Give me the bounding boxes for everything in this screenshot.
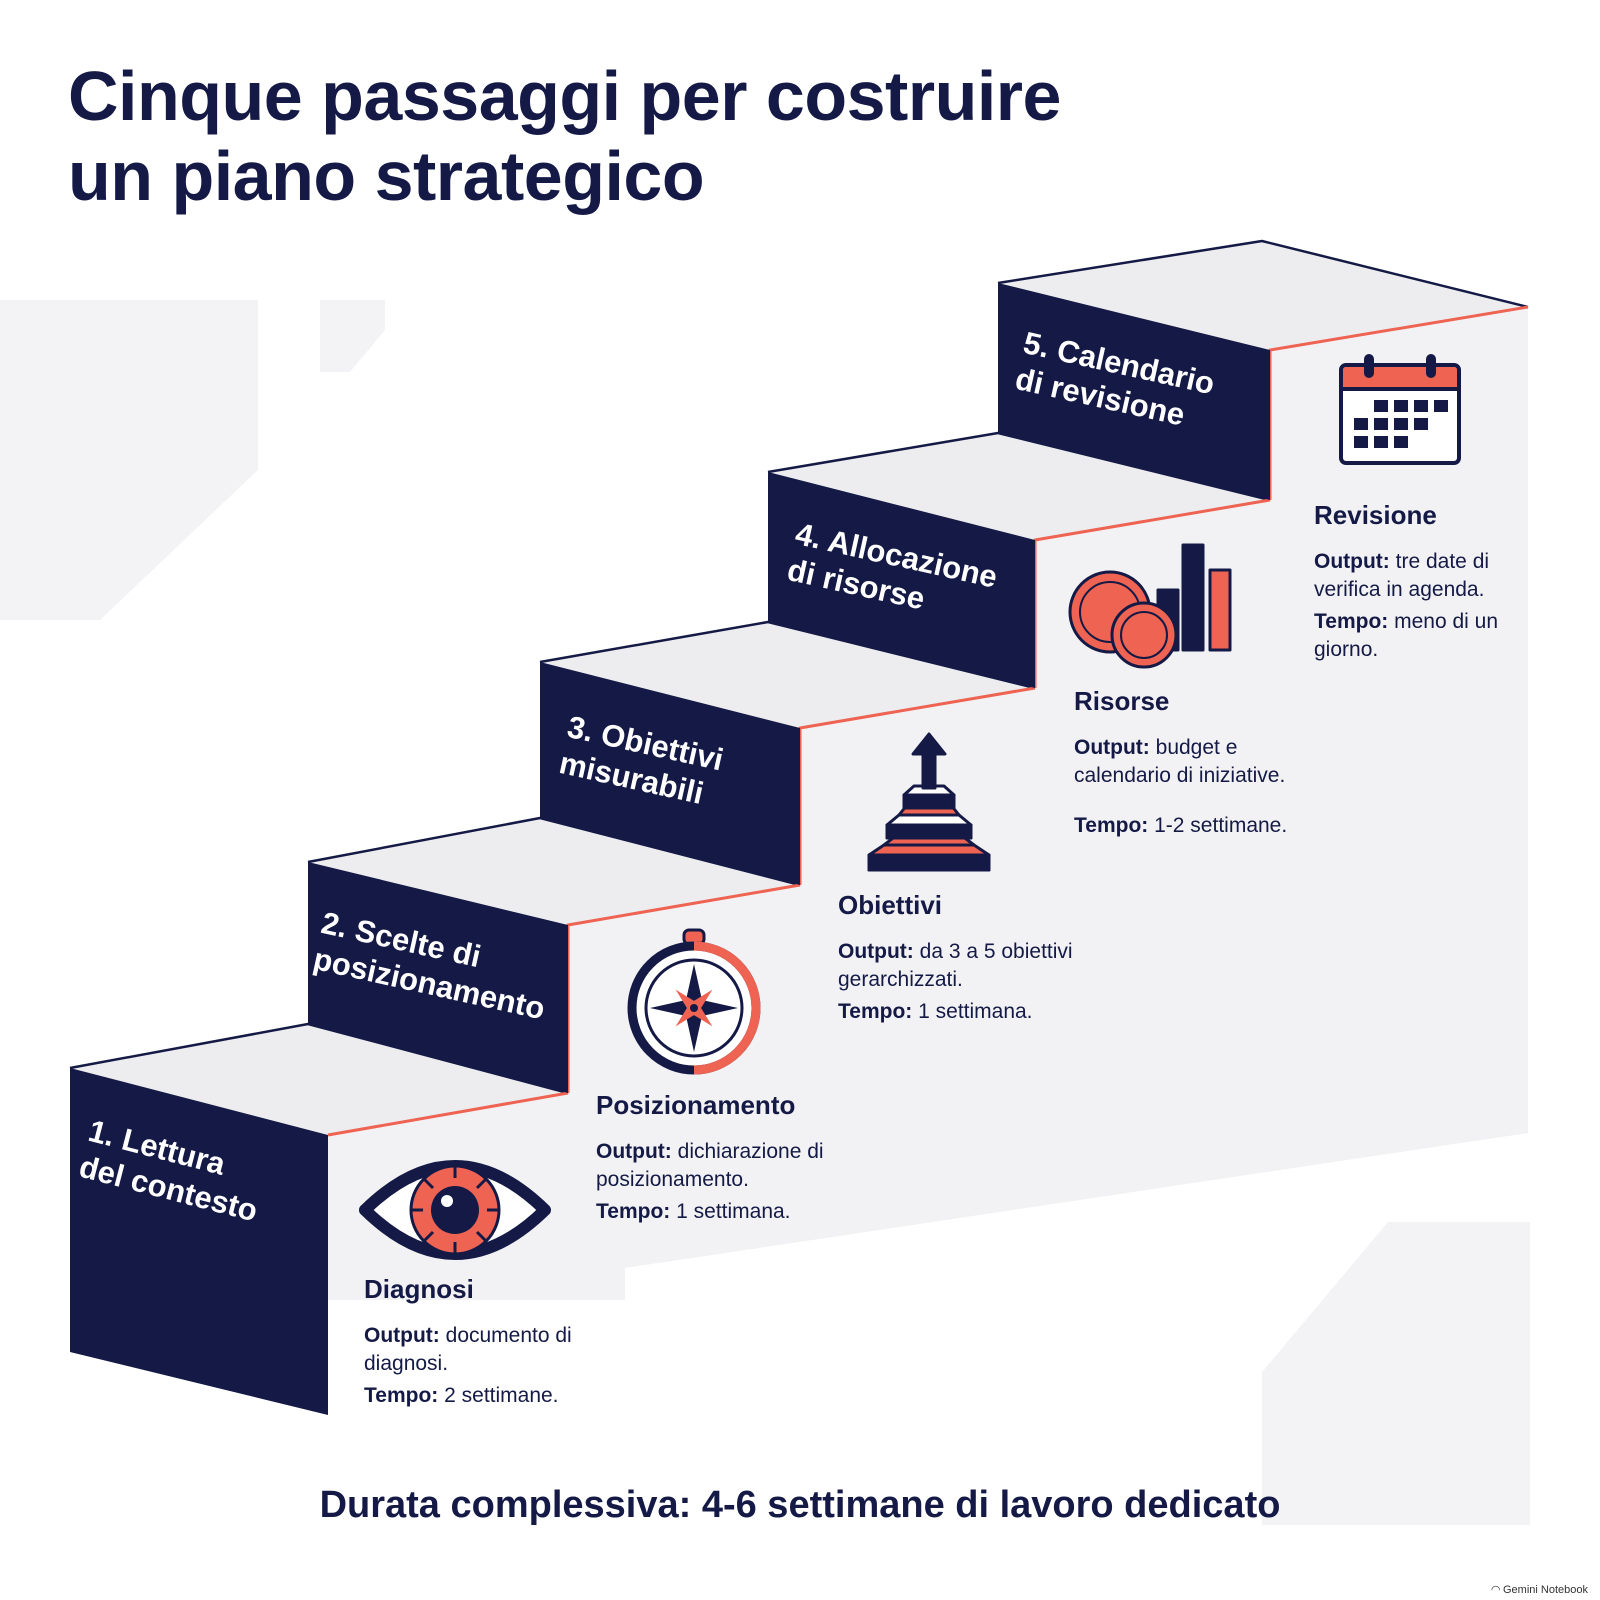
output-value: documento di diagnosi. [364,1324,572,1375]
tread-2 [308,818,800,925]
info-heading: Risorse [1074,686,1170,716]
brand-logo-icon: ◠ [1491,1584,1500,1596]
info-heading: Posizionamento [596,1090,796,1120]
info-posizionamento: Posizionamento Output: dichiarazione di … [596,1090,846,1230]
info-output: Output: tre date di verifica in agenda. [1314,548,1529,604]
bg-decor-left [0,300,258,620]
tread-5 [998,241,1528,350]
info-output: Output: budget e calendario di iniziativ… [1074,734,1324,790]
time-key: Tempo: [364,1384,439,1407]
info-diagnosi: Diagnosi Output: documento di diagnosi. … [364,1274,604,1414]
info-heading: Diagnosi [364,1274,474,1304]
time-value: 1 settimana. [918,1000,1033,1023]
info-revisione: Revisione Output: tre date di verifica i… [1314,500,1529,668]
bg-decor-right [1262,1222,1530,1525]
info-time: Tempo: 1-2 settimane. [1074,812,1324,840]
output-key: Output: [838,940,914,963]
info-risorse: Risorse Output: budget e calendario di i… [1074,686,1324,844]
bg-decor-left-small [320,300,385,372]
output-key: Output: [364,1324,440,1347]
info-output: Output: da 3 a 5 obiettivi gerarchizzati… [838,938,1088,994]
brand-name: Gemini Notebook [1503,1584,1588,1596]
riser-3 [540,662,800,885]
time-value: 1 settimana. [676,1200,791,1223]
calendar-icon [1339,354,1461,465]
output-key: Output: [1314,550,1390,573]
compass-icon [627,928,761,1075]
output-key: Output: [1074,736,1150,759]
info-output: Output: documento di diagnosi. [364,1322,604,1378]
output-value: tre date di verifica in agenda. [1314,550,1490,601]
riser-5 [998,283,1270,500]
riser-4 [768,472,1035,688]
info-heading: Obiettivi [838,890,943,920]
title-line-1: Cinque passaggi per costruire [68,57,1061,135]
info-time: Tempo: 1 settimana. [596,1198,846,1226]
output-value: dichiarazione di posizionamento. [596,1140,824,1191]
pyramid-arrow-icon [867,732,991,872]
page-title: Cinque passaggi per costruire un piano s… [68,56,1061,216]
total-duration: Durata complessiva: 4-6 settimane di lav… [319,1484,1281,1526]
tread-3 [540,622,1035,728]
time-key: Tempo: [1314,610,1389,633]
tread-4 [768,433,1270,540]
info-obiettivi: Obiettivi Output: da 3 a 5 obiettivi ger… [838,890,1088,1030]
output-key: Output: [596,1140,672,1163]
output-value: da 3 a 5 obiettivi gerarchizzati. [838,940,1073,991]
time-key: Tempo: [838,1000,913,1023]
info-heading: Revisione [1314,500,1437,530]
info-time: Tempo: 2 settimane. [364,1382,604,1410]
time-value: meno di un giorno. [1314,610,1499,661]
time-value: 1-2 settimane. [1154,814,1288,837]
eye-icon [359,1160,551,1260]
riser-1 [70,1068,328,1415]
title-line-2: un piano strategico [68,137,705,215]
brand-watermark: ◠ Gemini Notebook [1492,1583,1588,1596]
time-value: 2 settimane. [444,1384,559,1407]
time-key: Tempo: [596,1200,671,1223]
riser-2 [308,862,568,1093]
info-output: Output: dichiarazione di posizionamento. [596,1138,846,1194]
output-value: budget e calendario di iniziative. [1074,736,1286,787]
info-time: Tempo: meno di un giorno. [1314,608,1529,664]
tread-1 [70,1024,568,1135]
coins-bar-chart-icon [1068,543,1232,669]
info-time: Tempo: 1 settimana. [838,998,1088,1026]
time-key: Tempo: [1074,814,1149,837]
